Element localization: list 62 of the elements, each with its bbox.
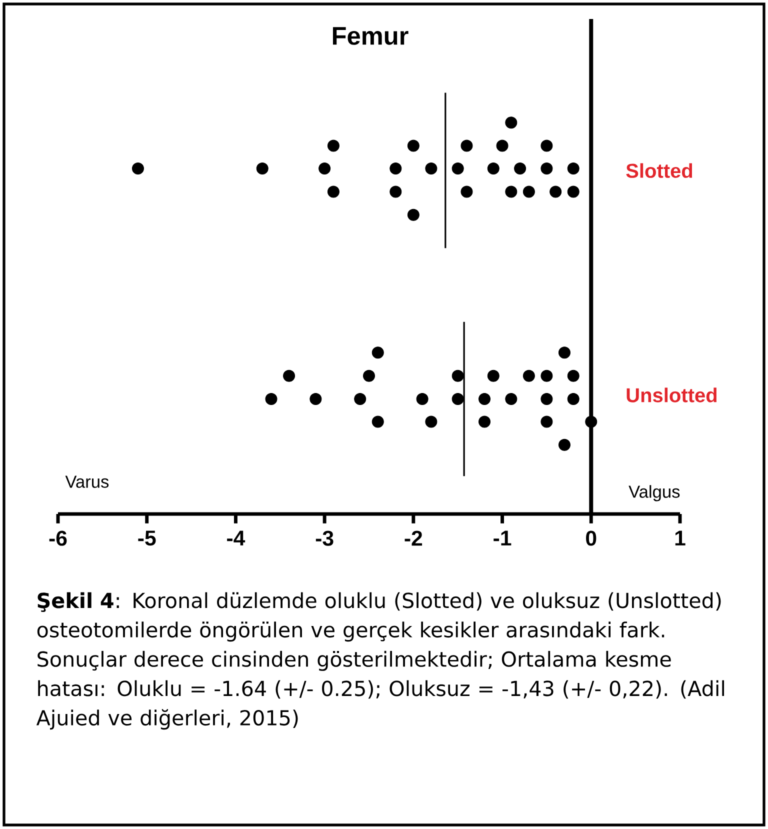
x-tick-label: -5 <box>138 530 156 546</box>
x-tick-label: -1 <box>494 530 512 546</box>
x-tick-label: 1 <box>675 530 686 546</box>
point <box>452 392 464 405</box>
point <box>478 416 491 428</box>
point <box>540 416 553 428</box>
point <box>514 162 526 175</box>
point <box>132 162 144 175</box>
point <box>540 140 553 152</box>
point <box>496 140 508 152</box>
point <box>452 162 464 175</box>
point <box>585 416 598 428</box>
point <box>567 186 580 198</box>
point <box>558 438 570 451</box>
point <box>478 392 491 405</box>
series-label: Unslotted <box>626 388 717 402</box>
point <box>407 140 420 152</box>
point <box>540 162 553 175</box>
point <box>310 392 322 405</box>
annotation: Valgus <box>628 485 680 502</box>
point <box>460 140 473 152</box>
point <box>522 370 535 382</box>
point <box>390 186 402 198</box>
point <box>505 116 518 129</box>
point <box>540 392 553 405</box>
point <box>558 346 570 359</box>
text: Şekil 4: Koronal düzlemde oluklu (Slotted) ve oluksuz (Unslotted) osteotomilerde öngörülen ve gerçek kesikler arasındaki fark. Sonuçlar derece cinsinden gösterilmektedir; Ortalama kesme hatası: Oluklu = -1.64 (+/- 0.25); Oluksuz = -1,43 (+/- 0,22). (Adil Ajuied ve diğerleri, 2015) <box>36 592 724 730</box>
point <box>407 208 420 221</box>
point <box>318 162 331 175</box>
point <box>452 370 464 382</box>
point <box>505 392 518 405</box>
point <box>522 186 535 198</box>
point <box>487 162 500 175</box>
x-tick-label: -2 <box>404 530 422 546</box>
x-tick-label: -3 <box>316 530 334 546</box>
text: Slotted <box>626 163 692 178</box>
point <box>283 370 296 382</box>
point <box>567 162 580 175</box>
point <box>390 162 402 175</box>
point <box>327 186 340 198</box>
point <box>550 186 562 198</box>
point <box>416 392 428 405</box>
point <box>460 186 473 198</box>
point <box>372 416 384 428</box>
point <box>372 346 384 359</box>
point <box>362 370 375 382</box>
chart-title: Femur <box>332 27 408 45</box>
point <box>425 162 438 175</box>
point <box>487 370 500 382</box>
point <box>425 416 438 428</box>
annotation: Varus <box>65 476 109 488</box>
point <box>505 186 518 198</box>
point <box>540 370 553 382</box>
point <box>567 392 580 405</box>
point <box>265 392 278 405</box>
point <box>256 162 268 175</box>
x-tick-label: -4 <box>227 530 246 546</box>
point <box>567 370 580 382</box>
point <box>354 392 366 405</box>
x-tick-label: -6 <box>49 530 67 546</box>
point <box>327 140 340 152</box>
x-tick-label: 0 <box>586 530 596 546</box>
